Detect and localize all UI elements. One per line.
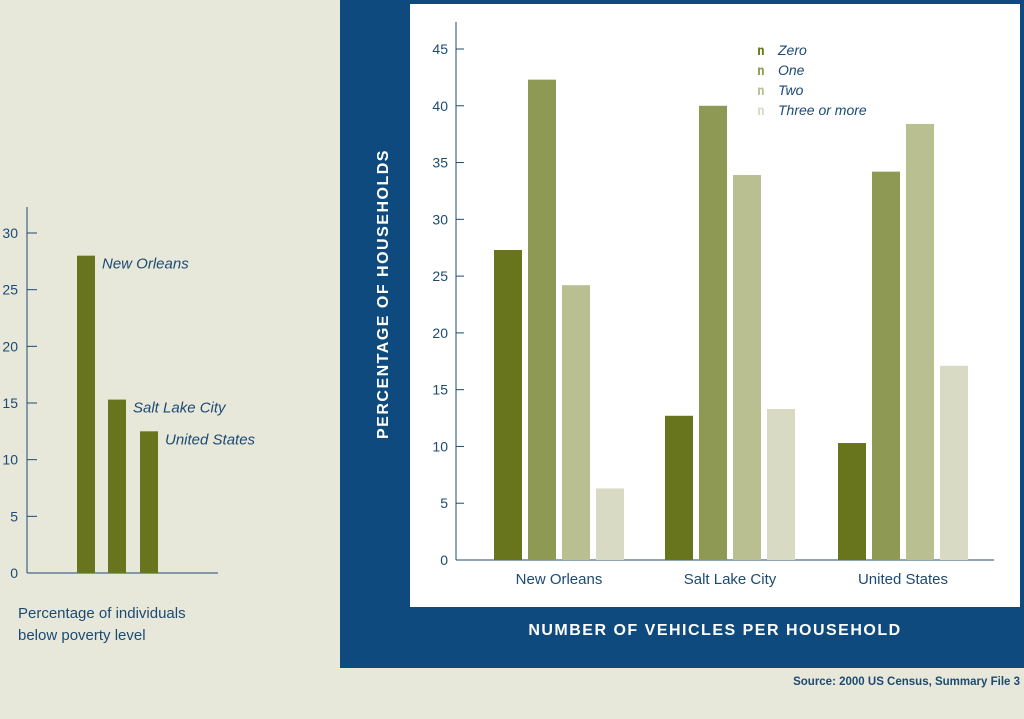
y-tick-label: 20	[432, 325, 448, 341]
legend-label: Three or more	[778, 102, 867, 118]
bar-two	[733, 175, 761, 560]
bar-one	[528, 79, 556, 560]
bar-one	[872, 171, 900, 560]
bar-three-or-more	[596, 488, 624, 560]
y-tick-label: 25	[2, 282, 18, 298]
vehicles-chart: 0 5 10 15 20 25 30 35 40 45 New Orleans Salt Lake C…	[432, 22, 994, 588]
y-tick-label: 20	[2, 338, 18, 354]
x-tick-label: Salt Lake City	[684, 571, 777, 588]
bar-label: New Orleans	[102, 256, 189, 273]
y-tick-label: 10	[2, 452, 18, 468]
bar-one	[699, 105, 727, 561]
y-tick-label: 0	[440, 552, 448, 568]
poverty-chart: 0 5 10 15 20 25 30 New Orleans Salt Lake City Uni…	[2, 207, 256, 581]
y-tick-label: 25	[432, 268, 448, 284]
bar-zero	[665, 415, 693, 560]
y-tick-label: 30	[2, 225, 18, 241]
legend-marker: n	[757, 44, 765, 59]
legend-marker: n	[757, 84, 765, 99]
y-tick-label: 15	[2, 395, 18, 411]
caption-line-2: below poverty level	[18, 627, 146, 644]
legend-label: Zero	[777, 42, 807, 58]
legend-marker: n	[757, 104, 765, 119]
y-tick-label: 5	[440, 495, 448, 511]
caption-line-1: Percentage of individuals	[18, 605, 186, 622]
y-tick-label: 40	[432, 98, 448, 114]
y-tick-label: 30	[432, 211, 448, 227]
y-tick-label: 35	[432, 155, 448, 171]
bar-three-or-more	[767, 408, 795, 560]
source-note: Source: 2000 US Census, Summary File 3	[793, 676, 1020, 688]
y-tick-label: 45	[432, 41, 448, 57]
x-tick-label: United States	[858, 571, 948, 588]
legend-label: Two	[778, 82, 804, 98]
y-tick-label: 10	[432, 438, 448, 454]
bar-three-or-more	[940, 365, 968, 560]
bar-poverty	[77, 255, 95, 573]
y-axis-label: PERCENTAGE OF HOUSEHOLDS	[375, 149, 392, 439]
x-tick-label: New Orleans	[516, 571, 603, 588]
x-axis-label: NUMBER OF VEHICLES PER HOUSEHOLD	[528, 622, 902, 639]
bar-label: United States	[165, 431, 256, 448]
bar-two	[562, 285, 590, 560]
poverty-chart-caption: Percentage of individuals below poverty …	[18, 603, 186, 647]
legend-label: One	[778, 62, 805, 78]
bar-two	[906, 123, 934, 561]
y-tick-label: 5	[10, 508, 18, 524]
bar-zero	[494, 249, 522, 560]
y-tick-label: 0	[10, 565, 18, 581]
bar-zero	[838, 443, 866, 560]
bar-poverty	[108, 399, 126, 573]
legend-marker: n	[757, 64, 765, 79]
bar-label: Salt Lake City	[133, 400, 227, 417]
bar-poverty	[140, 431, 158, 573]
y-tick-label: 15	[432, 382, 448, 398]
